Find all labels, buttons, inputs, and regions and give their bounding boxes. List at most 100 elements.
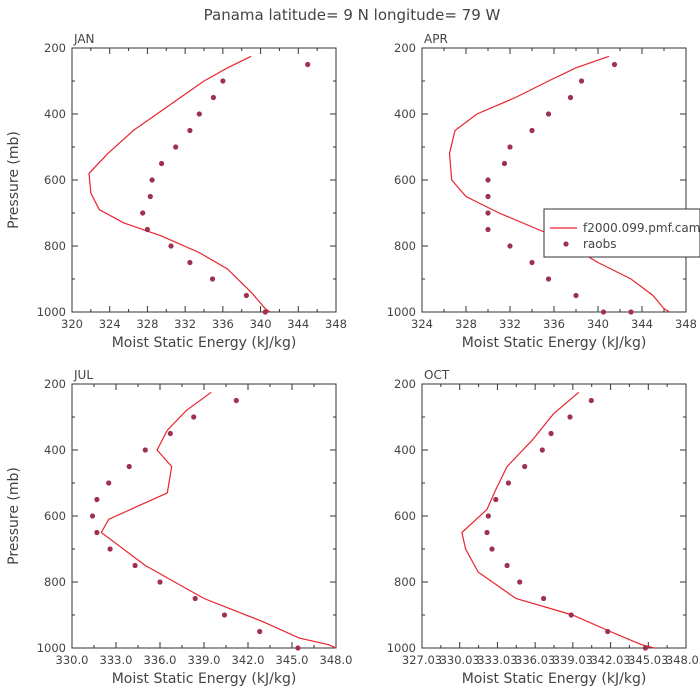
y-tick-label: 600	[394, 509, 416, 523]
y-tick-label: 400	[44, 443, 66, 457]
x-tick-label: 336	[543, 317, 565, 331]
x-tick-label: 324	[99, 317, 121, 331]
plot-frame	[71, 383, 337, 649]
raobs-point	[485, 513, 491, 519]
x-tick-label: 336.0	[144, 653, 177, 667]
raobs-point	[501, 160, 508, 167]
x-tick-label: 328	[455, 317, 477, 331]
raobs-point	[628, 309, 634, 315]
model-series-line	[448, 55, 670, 313]
raobs-point	[173, 144, 179, 150]
raobs-point	[539, 447, 545, 453]
x-tick-label: 336	[212, 317, 234, 331]
raobs-point	[484, 529, 490, 536]
raobs-point	[548, 430, 554, 437]
x-tick-label: 327.03	[402, 653, 442, 667]
y-tick-label: 200	[394, 41, 416, 55]
panel-label: JUL	[73, 368, 93, 382]
y-tick-label: 1000	[37, 305, 66, 319]
y-tick-label: 800	[394, 239, 416, 253]
y-tick-label: 800	[44, 239, 66, 253]
raobs-point	[89, 513, 96, 519]
x-tick-label: 340	[587, 317, 609, 331]
raobs-point	[221, 612, 228, 618]
raobs-point	[567, 94, 574, 101]
raobs-point	[140, 210, 146, 216]
x-tick-label: 342.03	[590, 653, 630, 667]
x-tick-label: 333.03	[477, 653, 517, 667]
x-tick-label: 330.0	[56, 653, 89, 667]
raobs-point	[605, 628, 611, 635]
x-tick-label: 339.0	[188, 653, 221, 667]
panel-apr: APR 324 328 332 336 340 344 348 200 400 600 800 1000…	[387, 32, 697, 351]
raobs-point	[210, 94, 216, 101]
y-tick-label: 200	[44, 377, 66, 391]
raobs-point	[94, 529, 100, 536]
x-tick-label: 330.03	[440, 653, 480, 667]
y-tick-label: 1000	[387, 305, 416, 319]
x-axis-label: Moist Static Energy (kJ/kg)	[462, 335, 647, 351]
raobs-point	[106, 480, 112, 486]
legend-box	[543, 208, 700, 258]
raobs-point	[507, 243, 513, 249]
raobs-point	[485, 177, 491, 183]
y-tick-label: 400	[394, 107, 416, 121]
y-tick-label: 400	[44, 107, 66, 121]
raobs-point	[149, 177, 155, 183]
panel-jan: JAN 320 324 328 332 336 340 344 348 200 400 600 800 1…	[6, 32, 347, 351]
y-tick-label: 800	[394, 575, 416, 589]
x-tick-label: 345.03	[628, 653, 668, 667]
raobs-point	[187, 127, 193, 134]
x-tick-label: 348	[325, 317, 347, 331]
raobs-point	[573, 292, 579, 299]
raobs-point	[94, 496, 100, 503]
raobs-point	[126, 463, 132, 470]
model-series-line	[461, 391, 655, 649]
raobs-point	[545, 276, 552, 282]
raobs-point	[142, 447, 148, 453]
plot-frame	[71, 47, 337, 313]
x-tick-label: 348	[675, 317, 697, 331]
plot-frame	[421, 383, 687, 649]
panel-label: OCT	[424, 368, 450, 382]
x-tick-label: 332	[499, 317, 521, 331]
x-tick-label: 348.0	[320, 653, 353, 667]
raobs-point	[192, 595, 198, 602]
raobs-point	[507, 144, 513, 150]
raobs-point	[107, 546, 113, 552]
raobs-point	[196, 111, 202, 117]
x-tick-label: 328	[136, 317, 158, 331]
raobs-point	[167, 430, 173, 437]
model-series-line	[100, 391, 337, 649]
x-axis-label: Moist Static Energy (kJ/kg)	[112, 671, 297, 687]
raobs-point	[157, 579, 163, 585]
x-tick-label: 336.03	[515, 653, 555, 667]
raobs-point	[191, 414, 197, 420]
raobs-point	[522, 463, 528, 470]
legend-raobs-label: raobs	[583, 237, 617, 251]
legend: f2000.099.pmf.cam raobs	[543, 208, 700, 258]
y-tick-label: 200	[394, 377, 416, 391]
raobs-point	[541, 595, 547, 602]
raobs-point	[243, 292, 249, 299]
x-tick-label: 348.03	[666, 653, 700, 667]
raobs-point	[187, 259, 193, 266]
raobs-point	[600, 309, 607, 315]
model-series-line	[88, 55, 271, 313]
raobs-point	[485, 210, 491, 216]
raobs-point	[517, 579, 523, 585]
raobs-point	[220, 78, 226, 84]
raobs-point	[567, 414, 573, 420]
raobs-point	[529, 127, 535, 134]
raobs-point	[504, 562, 510, 569]
raobs-point	[485, 193, 491, 200]
raobs-point	[257, 628, 263, 635]
y-tick-label: 800	[44, 575, 66, 589]
legend-model-label: f2000.099.pmf.cam	[583, 221, 700, 235]
y-tick-label: 600	[44, 173, 66, 187]
panel-label: JAN	[73, 32, 95, 46]
panel-jul: JUL 330.0 333.0 336.0 339.0 342.0 345.0 348.0 20…	[6, 368, 352, 687]
x-tick-label: 344	[287, 317, 309, 331]
y-tick-label: 1000	[387, 641, 416, 655]
